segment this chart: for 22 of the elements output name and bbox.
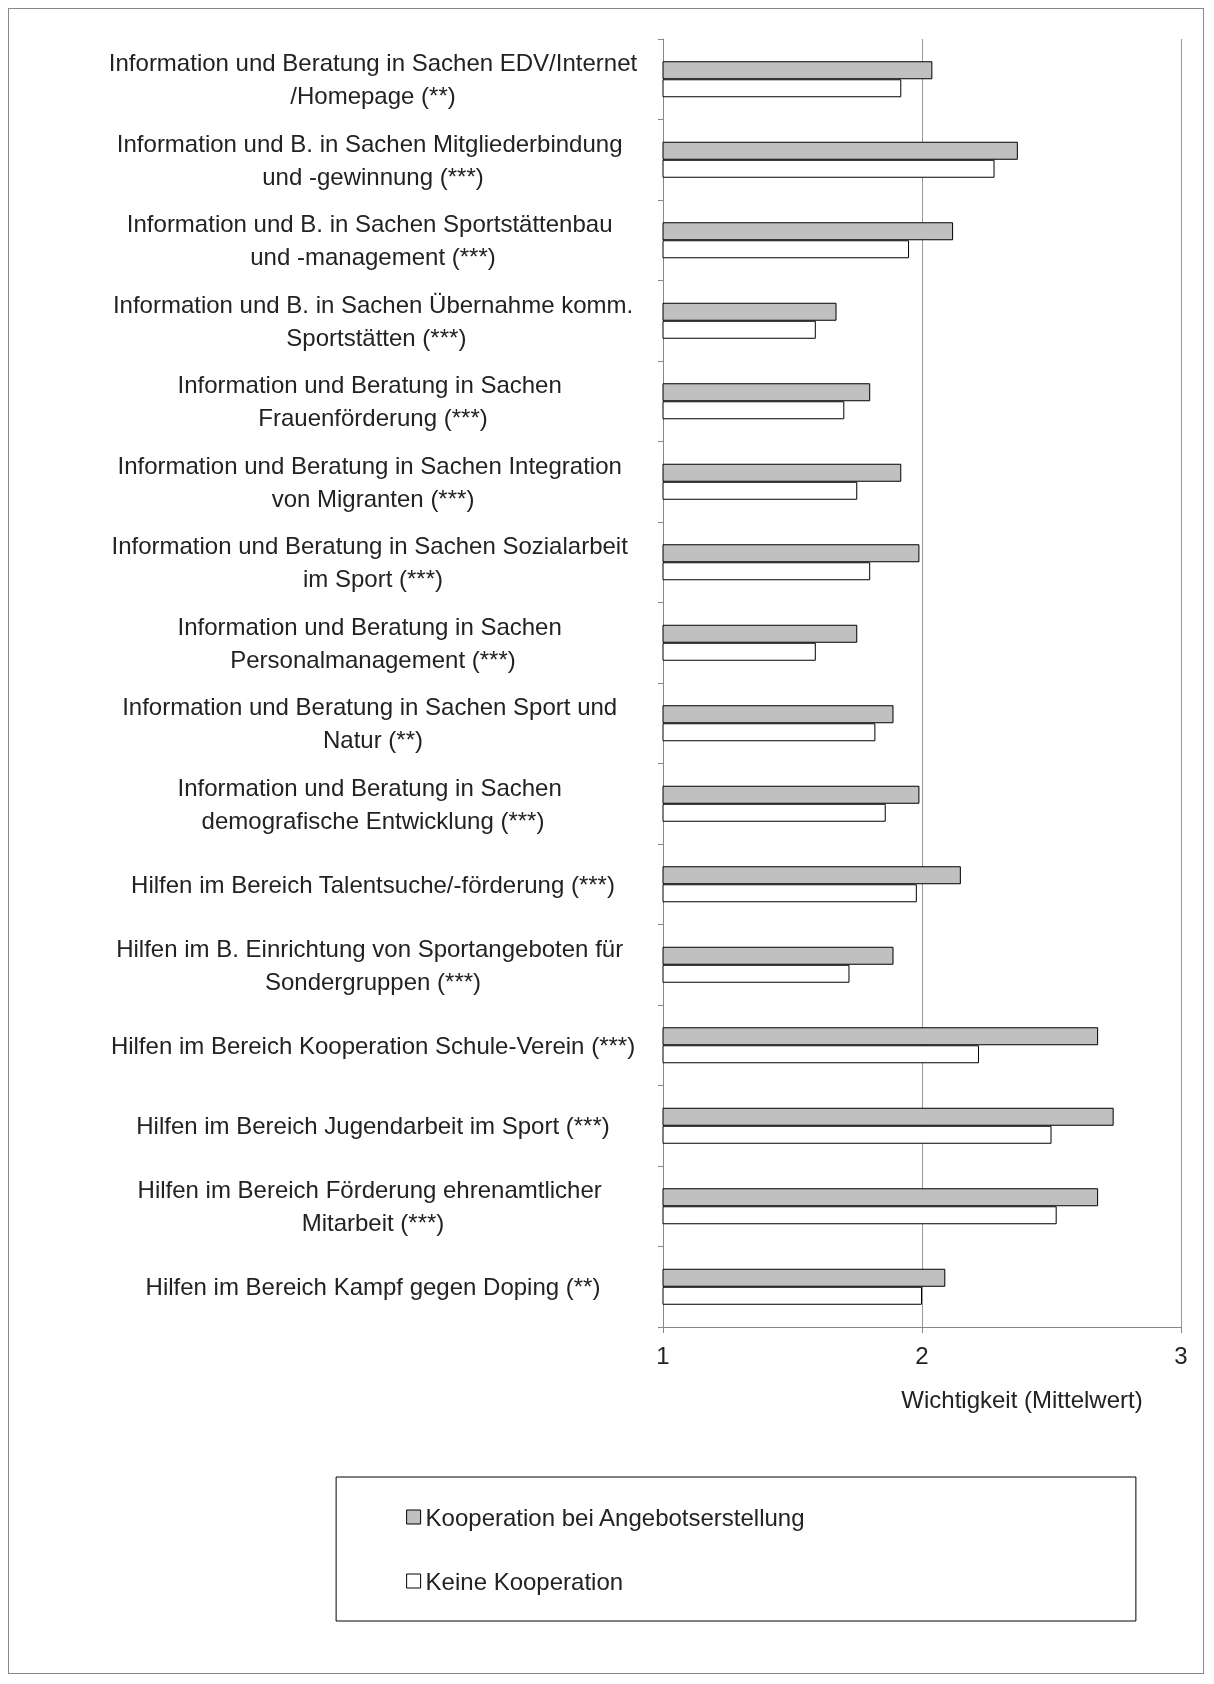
y-tick-label: Information und Beratung in Sachen Personalmanagement (***) [177, 612, 569, 673]
y-tick-label: Information und Beratung in Sachen demografische Entwicklung (***) [177, 773, 569, 834]
y-tick-label: Hilfen im Bereich Kooperation Schule-Verein (***) [110, 1031, 636, 1059]
y-tick-label: Hilfen im Bereich Talentsuche/-förderung (***) [131, 870, 615, 898]
y-tick-label: Information und Beratung in Sachen Integration von Migranten (***) [117, 451, 629, 512]
y-tick-label: Information und B. in Sachen Sportstättenbau und -management (***) [126, 210, 620, 271]
y-tick-label: Information und Beratung in Sachen EDV/Internet/Homepage (**) [108, 49, 638, 110]
y-tick-label: Information und B. in Sachen Mitgliederbindung und -gewinnung (***) [116, 129, 630, 190]
y-tick-label: Information und Beratung in Sachen Sport und Natur (**) [122, 693, 624, 754]
y-tick-label: Hilfen im Bereich Jugendarbeit im Sport (***) [136, 1112, 610, 1140]
x-tick-label: 1 [656, 1341, 670, 1369]
y-tick-label: Hilfen im Bereich Kampf gegen Doping (**) [145, 1273, 601, 1301]
legend-label: Keine Kooperation [425, 1567, 624, 1595]
y-tick-label: Information und Beratung in Sachen Frauenförderung (***) [177, 371, 569, 432]
y-tick-label: Hilfen im Bereich Förderung ehrenamtlicher Mitarbeit (***) [137, 1176, 609, 1237]
y-tick-label: Information und B. in Sachen Übernahme komm. Sportstätten (***) [112, 290, 634, 351]
x-tick-label: 2 [915, 1341, 929, 1369]
x-axis-title: Wichtigkeit (Mittelwert) [901, 1385, 1143, 1413]
x-tick-label: 3 [1174, 1341, 1188, 1369]
legend-label: Kooperation bei Angebotserstellung [425, 1503, 805, 1531]
y-tick-label: Information und Beratung in Sachen Sozialarbeit im Sport (***) [111, 532, 635, 593]
y-tick-label: Hilfen im B. Einrichtung von Sportangeboten für Sondergruppen (***) [116, 934, 630, 995]
